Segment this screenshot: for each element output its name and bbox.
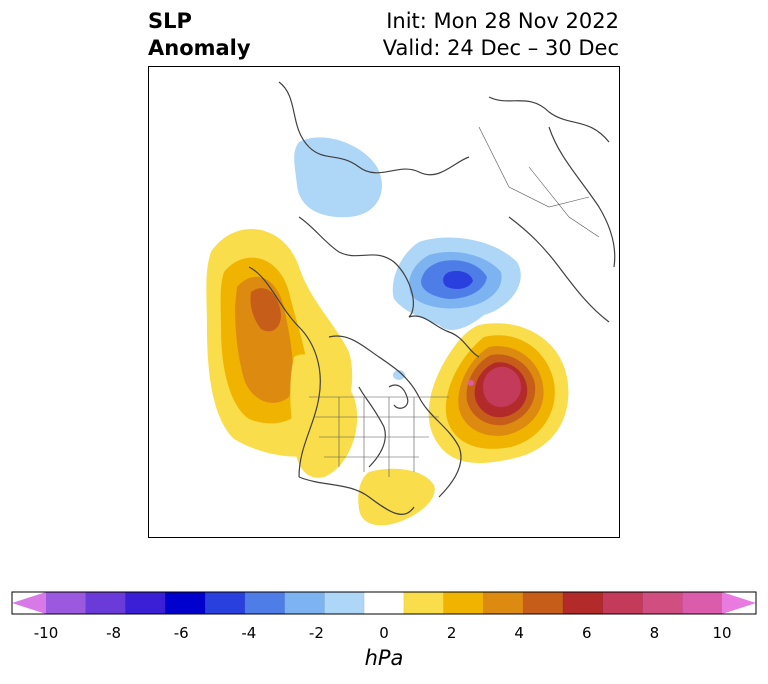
colorbar-units: hPa bbox=[364, 646, 404, 670]
colorbar-segment bbox=[483, 592, 524, 614]
colorbar-tick-label: 6 bbox=[582, 624, 592, 642]
colorbar-extend-high bbox=[722, 592, 756, 614]
colorbar-ticks: -10 -8 -6 -4 -2 0 2 4 6 8 10 bbox=[0, 624, 768, 646]
map-title: SLP Anomaly bbox=[148, 8, 251, 62]
small-negative-anomaly bbox=[393, 370, 405, 380]
colorbar-segment bbox=[46, 592, 87, 614]
country-borders bbox=[309, 126, 600, 477]
colorbar-segment bbox=[205, 592, 246, 614]
colorbar-extend-low bbox=[12, 592, 46, 614]
colorbar-tick-label: 8 bbox=[649, 624, 660, 642]
colorbar-segment bbox=[284, 592, 325, 614]
negative-anomaly-barents-kara bbox=[392, 237, 521, 330]
colorbar-segment bbox=[364, 592, 405, 614]
positive-anomaly-western-us bbox=[290, 354, 358, 478]
title-line-2: Anomaly bbox=[148, 36, 251, 60]
colorbar-tick-label: 2 bbox=[446, 624, 457, 642]
positive-anomaly-southeast-us bbox=[358, 468, 435, 526]
colorbar-tick-label: -8 bbox=[106, 624, 122, 642]
negative-anomaly-east-siberia bbox=[294, 137, 382, 218]
colorbar-border bbox=[11, 591, 757, 615]
init-date: Init: Mon 28 Nov 2022 bbox=[386, 9, 619, 33]
colorbar-segment bbox=[642, 592, 683, 614]
anomaly-map bbox=[148, 66, 620, 538]
map-canvas bbox=[149, 67, 619, 537]
colorbar-segment bbox=[403, 592, 445, 614]
colorbar-segment bbox=[443, 592, 484, 614]
positive-anomaly-north-atlantic bbox=[428, 323, 569, 463]
colorbar-tick-label: 4 bbox=[514, 624, 524, 642]
colorbar-tick-label: -6 bbox=[173, 624, 189, 642]
colorbar-segment bbox=[602, 592, 643, 614]
colorbar-tick-label: -4 bbox=[241, 624, 257, 642]
valid-info: Init: Mon 28 Nov 2022 Valid: 24 Dec – 30… bbox=[383, 8, 619, 62]
colorbar-segment bbox=[165, 592, 206, 614]
colorbar-segment bbox=[523, 592, 564, 614]
colorbar-tick-label: -2 bbox=[308, 624, 324, 642]
colorbar-tick-label: 0 bbox=[379, 624, 389, 642]
colorbar-segment bbox=[125, 592, 166, 614]
colorbar-segment bbox=[244, 592, 286, 614]
colorbar-tick-label: 10 bbox=[712, 624, 732, 642]
colorbar bbox=[11, 591, 757, 615]
title-line-1: SLP bbox=[148, 9, 192, 33]
colorbar-tick-label: -10 bbox=[33, 624, 59, 642]
colorbar-segment bbox=[324, 592, 365, 614]
colorbar-segment bbox=[682, 592, 723, 614]
colorbar-segment bbox=[85, 592, 127, 614]
colorbar-segment bbox=[562, 592, 604, 614]
valid-range: Valid: 24 Dec – 30 Dec bbox=[382, 36, 619, 60]
